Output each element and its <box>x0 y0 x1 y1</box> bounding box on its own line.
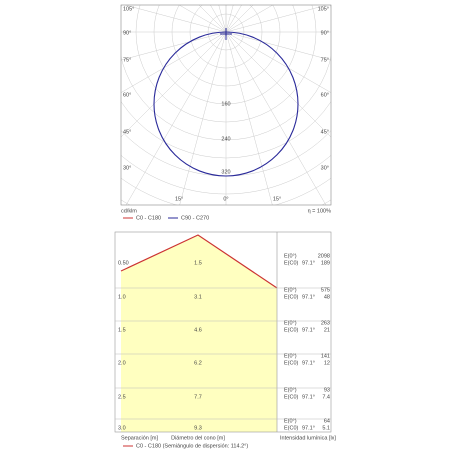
ec-value: 5.1 <box>322 425 330 431</box>
grid-ray <box>178 5 227 33</box>
grid-ray <box>121 31 227 138</box>
e0-value: 575 <box>321 287 330 293</box>
e0-value: 2098 <box>318 253 330 259</box>
e0-label: E(0°) <box>284 353 297 359</box>
ec-value: 189 <box>321 260 330 266</box>
ec-value: 7.4 <box>322 394 330 400</box>
ec-label: E(C0) <box>284 425 299 431</box>
e0-label: E(0°) <box>284 387 297 393</box>
origin-marker <box>220 28 232 40</box>
cone-area <box>121 235 277 432</box>
grid-ray <box>125 31 227 205</box>
legend-entry: C0 - C180 (Semiángulo de dispersión: 114… <box>136 443 248 449</box>
diameter: 3.1 <box>194 294 202 300</box>
angle-label: 105° <box>123 6 134 12</box>
e0-label: E(0°) <box>284 418 297 424</box>
angle-label: 30° <box>321 165 329 171</box>
unit: cd/klm <box>121 208 137 214</box>
ec-label: E(C0) <box>284 394 299 400</box>
radial-label: 160 <box>221 101 230 107</box>
e0-value: 64 <box>324 418 330 424</box>
angle-label: 15° <box>175 196 183 202</box>
angle-label: 105° <box>318 6 329 12</box>
grid-ray <box>179 31 227 205</box>
ec-label: E(C0) <box>284 327 299 333</box>
ec-angle: 97.1° <box>302 327 315 333</box>
grid-ray <box>225 5 328 33</box>
e0-label: E(0°) <box>284 287 297 293</box>
ec-label: E(C0) <box>284 294 299 300</box>
ec-angle: 97.1° <box>302 360 315 366</box>
separation: 1.0 <box>118 294 126 300</box>
separation: 2.5 <box>118 394 126 400</box>
grid-ray <box>124 5 227 33</box>
grid-ray <box>225 31 273 205</box>
separation: 2.0 <box>118 360 126 366</box>
cone-frame <box>114 231 332 433</box>
grid-ray <box>121 31 227 61</box>
separation: 1.5 <box>118 327 126 333</box>
grid-ray <box>225 31 331 61</box>
ec-label: E(C0) <box>284 260 299 266</box>
e0-value: 141 <box>321 353 330 359</box>
radial-label: 240 <box>221 136 230 142</box>
ec-angle: 97.1° <box>302 425 315 431</box>
ec-label: E(C0) <box>284 360 299 366</box>
grid-ray <box>225 31 327 205</box>
e0-value: 93 <box>324 387 330 393</box>
efficiency: η = 100% <box>308 208 332 214</box>
separation: 0.50 <box>118 260 129 266</box>
grid-ray <box>225 31 331 138</box>
e0-value: 263 <box>321 320 330 326</box>
angle-label: 90° <box>123 30 131 36</box>
footer-label: Diámetro del cono [m] <box>171 435 225 441</box>
angle-label: 15° <box>273 196 281 202</box>
e0-label: E(0°) <box>284 320 297 326</box>
angle-label: 0° <box>223 196 228 202</box>
angle-label: 75° <box>321 57 329 63</box>
ec-value: 48 <box>324 294 330 300</box>
angle-label: 45° <box>321 129 329 135</box>
radial-label: 320 <box>221 169 230 175</box>
diameter: 7.7 <box>194 394 202 400</box>
diameter: 6.2 <box>194 360 202 366</box>
diameter: 9.3 <box>194 425 202 431</box>
legend-entry: C0 - C180 <box>136 215 161 221</box>
diameter: 1.5 <box>194 260 202 266</box>
angle-label: 30° <box>123 165 131 171</box>
footer-label: Intensidad lumínica [lx] <box>280 435 336 441</box>
diameter: 4.6 <box>194 327 202 333</box>
grid-ray <box>225 5 274 33</box>
ec-angle: 97.1° <box>302 294 315 300</box>
angle-label: 60° <box>123 92 131 98</box>
polar-frame <box>120 4 332 206</box>
angle-label: 60° <box>321 92 329 98</box>
e0-label: E(0°) <box>284 253 297 259</box>
grid-ray <box>225 31 331 93</box>
ec-value: 21 <box>324 327 330 333</box>
angle-label: 75° <box>123 57 131 63</box>
ec-angle: 97.1° <box>302 260 315 266</box>
separation: 3.0 <box>118 425 126 431</box>
angle-label: 90° <box>321 30 329 36</box>
ec-angle: 97.1° <box>302 394 315 400</box>
angle-label: 45° <box>123 129 131 135</box>
footer-label: Separación [m] <box>121 435 158 441</box>
grid-ray <box>121 31 227 93</box>
legend-entry: C90 - C270 <box>181 215 209 221</box>
cone-edge <box>120 234 278 289</box>
ec-value: 12 <box>324 360 330 366</box>
